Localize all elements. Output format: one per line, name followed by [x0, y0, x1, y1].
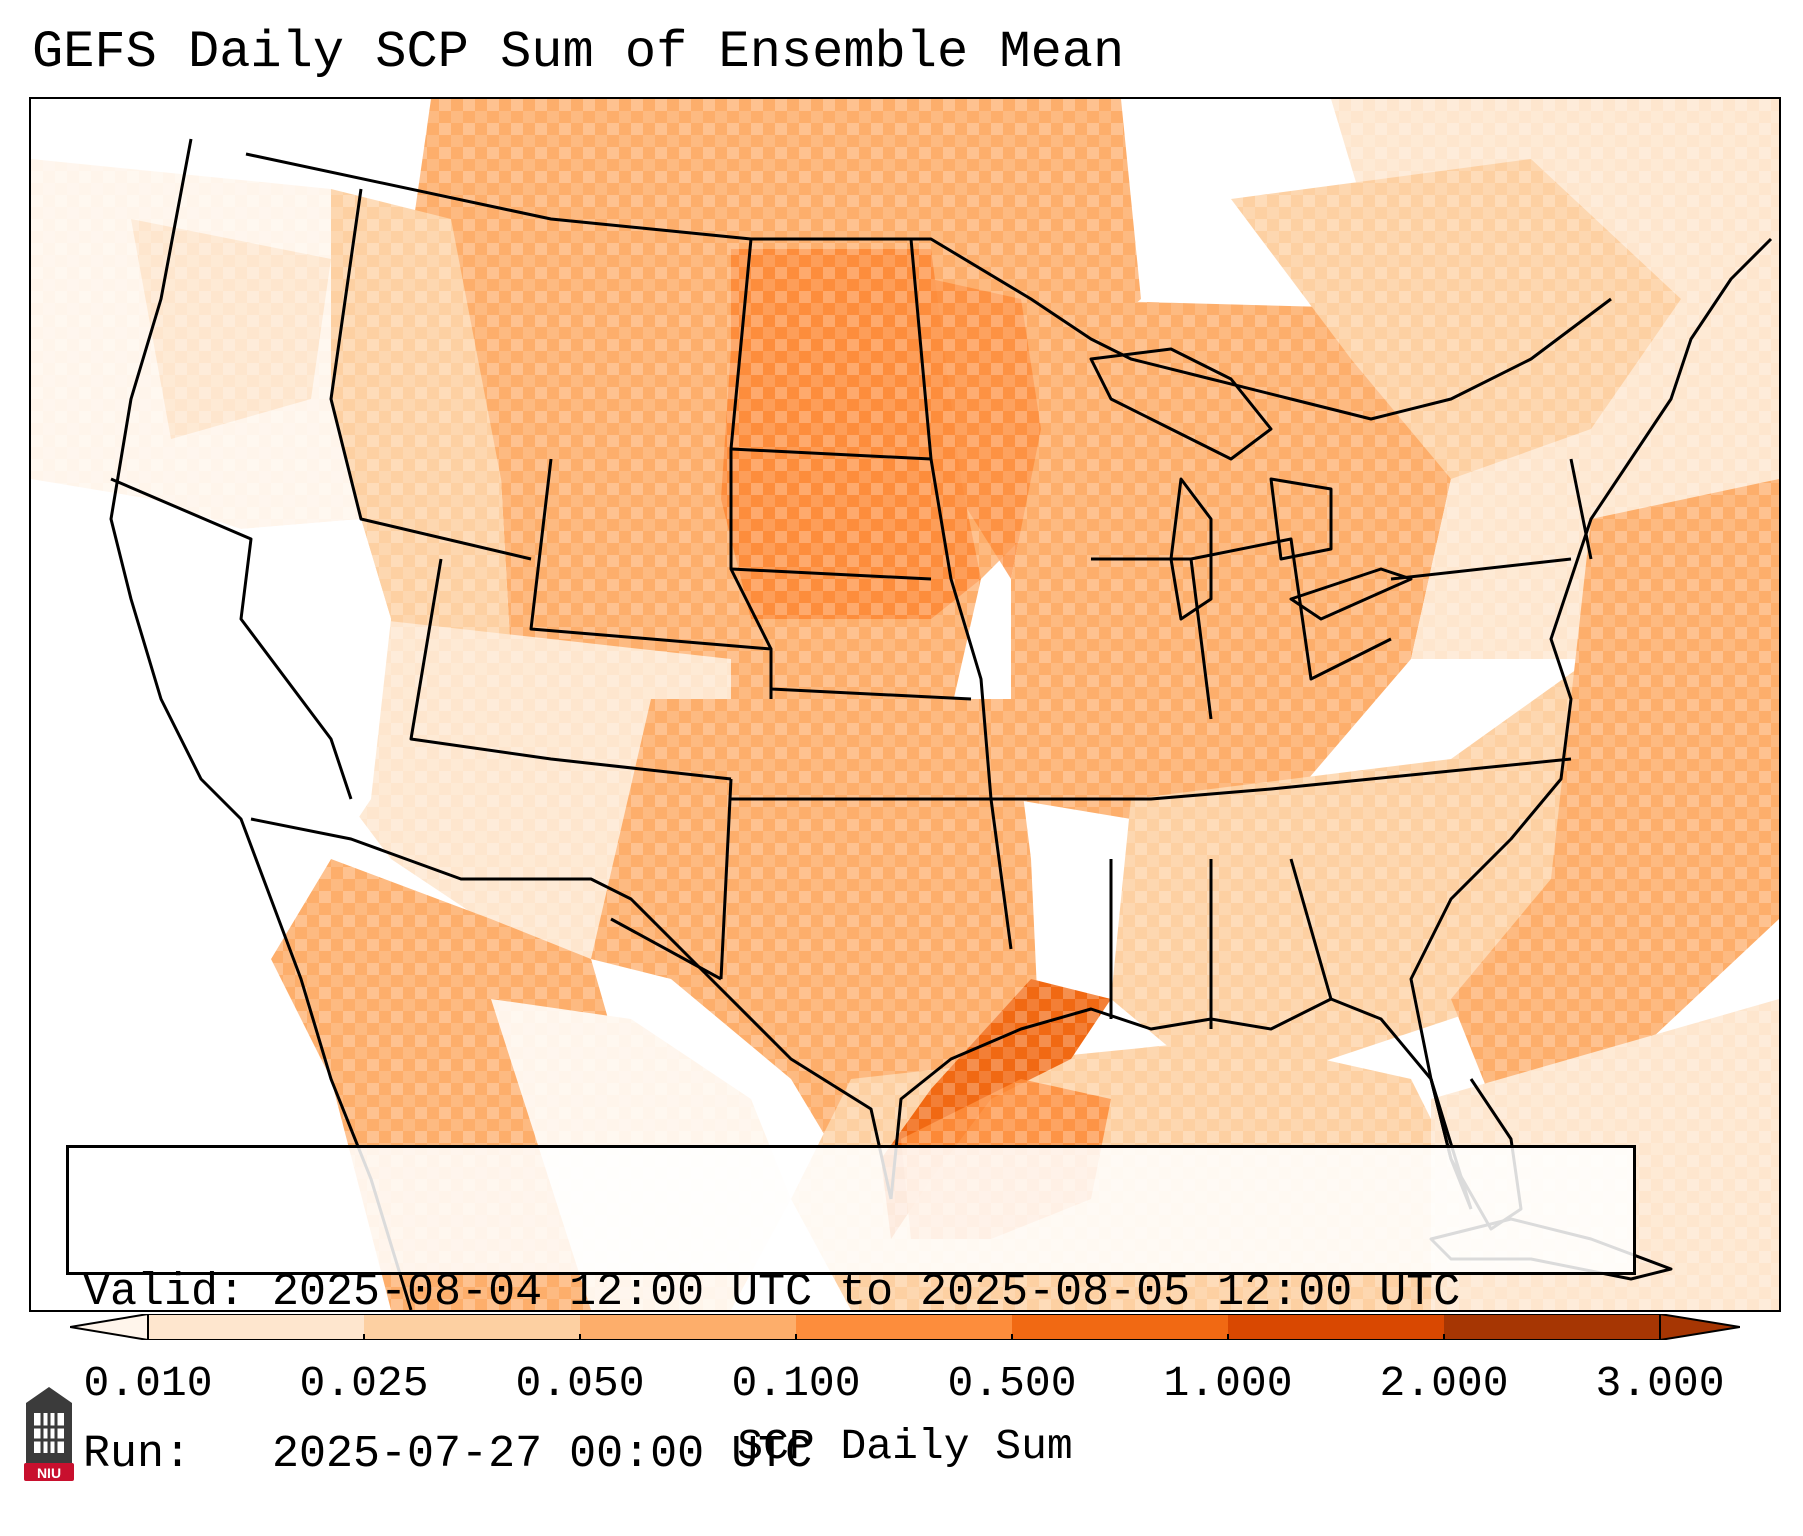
colorbar-extend-left [70, 1314, 149, 1340]
colorbar-tick-label: 0.100 [731, 1359, 861, 1408]
state-line-idaho [329, 188, 532, 561]
colorbar-segment [1444, 1314, 1661, 1340]
state-line-minnesota-iowa-missouri [909, 238, 1013, 950]
coast-pacific [109, 138, 413, 1310]
colorbar-tick-label: 0.050 [515, 1359, 645, 1408]
colorbar-segment [1228, 1314, 1445, 1340]
state-line-new-mexico [610, 778, 733, 981]
colorbar-label: SCP Daily Sum [737, 1422, 1073, 1471]
map-title: GEFS Daily SCP Sum of Ensemble Mean [32, 23, 1125, 82]
coast-atlantic [1409, 237, 1773, 1210]
colorbar-outline [147, 1314, 1661, 1340]
state-line-tennessee [991, 757, 1572, 801]
colorbar-tick-label: 0.010 [83, 1359, 213, 1408]
state-lines-deep-south [1109, 858, 1333, 1029]
colorbar-tick-label: 3.000 [1595, 1359, 1725, 1408]
colorbar-tick-label: 2.000 [1379, 1359, 1509, 1408]
colorbar-segment [796, 1314, 1013, 1340]
state-line-montana-dakotas [729, 238, 773, 650]
state-line-nevada [110, 477, 353, 800]
valid-time-text: Valid: 2025-08-04 12:00 UTC to 2025-08-0… [83, 1267, 1461, 1318]
colorbar-segment [364, 1314, 581, 1340]
colorbar-segment [148, 1314, 365, 1340]
colorbar-segment [1012, 1314, 1229, 1340]
state-line-wyoming [529, 458, 773, 699]
state-lines-plains [730, 447, 991, 801]
colorbar-tick-label: 0.025 [299, 1359, 429, 1408]
scp-field [31, 99, 1779, 1310]
lake-erie [1289, 567, 1413, 621]
niu-tower-logo-icon: NIU [24, 1387, 74, 1481]
colorbar [70, 1314, 1740, 1340]
colorbar-tick-label: 1.000 [1163, 1359, 1293, 1408]
scp-map [31, 99, 1779, 1310]
lake-michigan [1169, 477, 1213, 621]
colorbar-segment [580, 1314, 797, 1340]
border-us-mexico [250, 817, 893, 1200]
logo-text: NIU [37, 1465, 61, 1481]
run-time-text: Run: 2025-07-27 00:00 UTC [83, 1429, 813, 1480]
colorbar-extend-right [1659, 1314, 1740, 1340]
valid-run-info-box: Valid: 2025-08-04 12:00 UTC to 2025-08-0… [66, 1145, 1636, 1480]
lake-huron [1269, 477, 1333, 561]
scp-field-texture [31, 99, 1779, 1310]
state-lines-ohio-valley [1091, 537, 1392, 720]
state-lines-northeast [1390, 458, 1593, 581]
colorbar-tick-label: 0.500 [947, 1359, 1077, 1408]
logo-band [24, 1463, 74, 1481]
lake-superior [1089, 347, 1273, 461]
colorbar-segments [147, 1314, 1661, 1340]
logo-tower-lines [34, 1413, 64, 1453]
state-line-utah-colorado [409, 558, 732, 781]
map-panel [29, 97, 1781, 1312]
